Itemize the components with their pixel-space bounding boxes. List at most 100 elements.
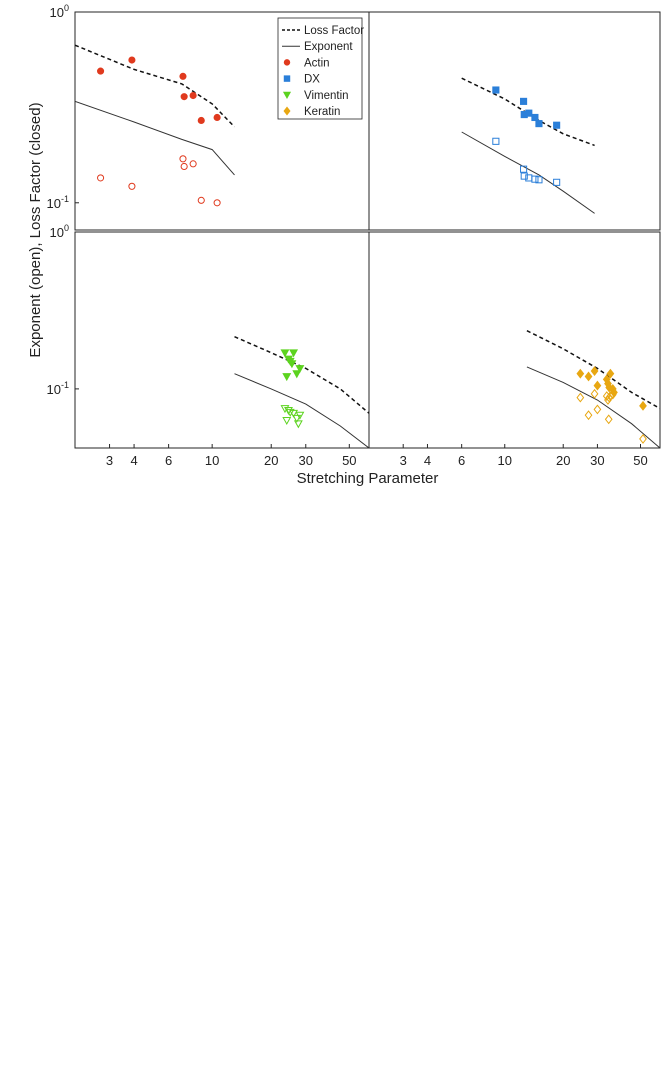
loss-factor-point xyxy=(492,86,500,94)
loss-factor-point xyxy=(180,93,188,101)
x-tick-label: 6 xyxy=(165,453,172,468)
legend-label-vimentin: Vimentin xyxy=(304,90,349,102)
loss-factor-point xyxy=(287,360,297,369)
exponent-point xyxy=(520,172,528,180)
loss-factor-point xyxy=(189,91,197,100)
loss-factor-point xyxy=(639,400,647,411)
exponent-point xyxy=(128,182,136,190)
exponent-point xyxy=(576,392,585,403)
legend: Loss Factor Exponent Actin DX Vimentin Kerati… xyxy=(277,17,364,120)
loss-factor-point xyxy=(292,370,302,379)
exponent-point xyxy=(213,199,221,207)
legend-swatch-vimentin xyxy=(282,91,292,100)
exponent-point xyxy=(604,395,612,405)
x-tick-label: 3 xyxy=(106,453,113,468)
exponent-point xyxy=(289,409,299,418)
loss-factor-line xyxy=(461,77,595,147)
loss-factor-point xyxy=(535,120,543,128)
panel-frame-3 xyxy=(74,231,370,449)
legend-label-dx: DX xyxy=(304,74,320,86)
exponent-point xyxy=(282,416,292,426)
exponent-point xyxy=(590,388,599,399)
legend-label-loss-factor: Loss Factor xyxy=(304,25,364,37)
exponent-point xyxy=(179,155,187,163)
x-tick-label: 50 xyxy=(342,453,356,468)
loss-factor-line xyxy=(526,330,660,410)
exponent-point xyxy=(180,162,188,171)
x-tick-label: 4 xyxy=(424,453,431,468)
x-axis-label: Stretching Parameter xyxy=(297,470,439,487)
exponent-point xyxy=(531,175,539,183)
x-tick-label: 30 xyxy=(590,453,604,468)
panel-vimentin xyxy=(234,336,369,448)
x-tick-label: 3 xyxy=(400,453,407,468)
exponent-line xyxy=(461,131,595,214)
x-tick-label: 20 xyxy=(556,453,570,468)
loss-factor-line xyxy=(75,44,236,128)
exponent-point xyxy=(189,160,197,168)
y-tick-label: 10-1 xyxy=(47,194,69,211)
panel-keratin xyxy=(526,330,660,448)
loss-factor-point xyxy=(525,109,533,117)
x-tick-label: 30 xyxy=(299,453,313,468)
exponent-point xyxy=(604,414,613,425)
exponent-point xyxy=(97,174,105,182)
exponent-line xyxy=(526,366,660,448)
legend-swatch-actin xyxy=(283,59,291,66)
exponent-point xyxy=(608,389,617,400)
exponent-point xyxy=(535,176,543,184)
loss-factor-point xyxy=(584,371,593,382)
y-tick-label: 10-1 xyxy=(47,380,69,397)
exponent-point xyxy=(553,178,561,186)
exponent-point xyxy=(525,174,533,182)
exponent-point xyxy=(606,391,615,402)
loss-factor-point xyxy=(128,56,136,64)
loss-factor-point xyxy=(179,72,187,80)
panel-dx xyxy=(461,77,595,214)
legend-box xyxy=(277,17,363,120)
loss-factor-point xyxy=(289,349,299,358)
loss-factor-point xyxy=(97,67,105,75)
exponent-line xyxy=(234,373,369,448)
exponent-point xyxy=(520,165,528,173)
exponent-point xyxy=(639,433,647,444)
loss-factor-point xyxy=(282,373,292,382)
exponent-point xyxy=(197,196,205,204)
loss-factor-point xyxy=(576,368,585,379)
loss-factor-point xyxy=(531,113,539,122)
exponent-point xyxy=(292,414,302,423)
x-tick-label: 20 xyxy=(264,453,278,468)
loss-factor-point xyxy=(213,113,221,122)
loss-factor-point xyxy=(593,380,602,391)
panel-frame-4 xyxy=(368,231,661,449)
y-tick-label: 100 xyxy=(50,223,69,240)
exponent-point xyxy=(492,137,500,145)
loss-factor-point xyxy=(520,97,528,105)
x-tick-label: 4 xyxy=(130,453,137,468)
exponent-point xyxy=(285,408,295,417)
loss-factor-point xyxy=(553,121,561,129)
x-tick-label: 10 xyxy=(498,453,512,468)
loss-factor-point xyxy=(606,368,615,379)
y-tick-label: 100 xyxy=(50,3,69,20)
legend-swatch-dx xyxy=(283,75,291,82)
legend-label-exponent: Exponent xyxy=(304,41,353,53)
legend-label-actin: Actin xyxy=(304,57,330,69)
loss-factor-line xyxy=(234,336,369,414)
legend-swatch-keratin xyxy=(283,106,291,116)
exponent-point xyxy=(593,404,602,415)
loss-factor-point xyxy=(197,116,205,125)
panel-actin xyxy=(75,44,236,207)
y-axis-label: Exponent (open), Loss Factor (closed) xyxy=(27,102,44,357)
x-tick-label: 50 xyxy=(633,453,647,468)
loss-factor-point xyxy=(590,366,599,376)
exponent-point xyxy=(293,420,303,429)
exponent-point xyxy=(295,411,305,420)
panel-frame-2 xyxy=(368,11,661,231)
x-tick-label: 10 xyxy=(205,453,219,468)
x-tick-label: 6 xyxy=(458,453,465,468)
loss-factor-point xyxy=(295,365,305,374)
legend-label-keratin: Keratin xyxy=(304,106,340,118)
exponent-line xyxy=(75,100,235,176)
